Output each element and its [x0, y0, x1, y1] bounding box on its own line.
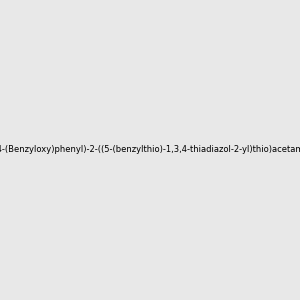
Text: N-(4-(Benzyloxy)phenyl)-2-((5-(benzylthio)-1,3,4-thiadiazol-2-yl)thio)acetamide: N-(4-(Benzyloxy)phenyl)-2-((5-(benzylthi…	[0, 146, 300, 154]
